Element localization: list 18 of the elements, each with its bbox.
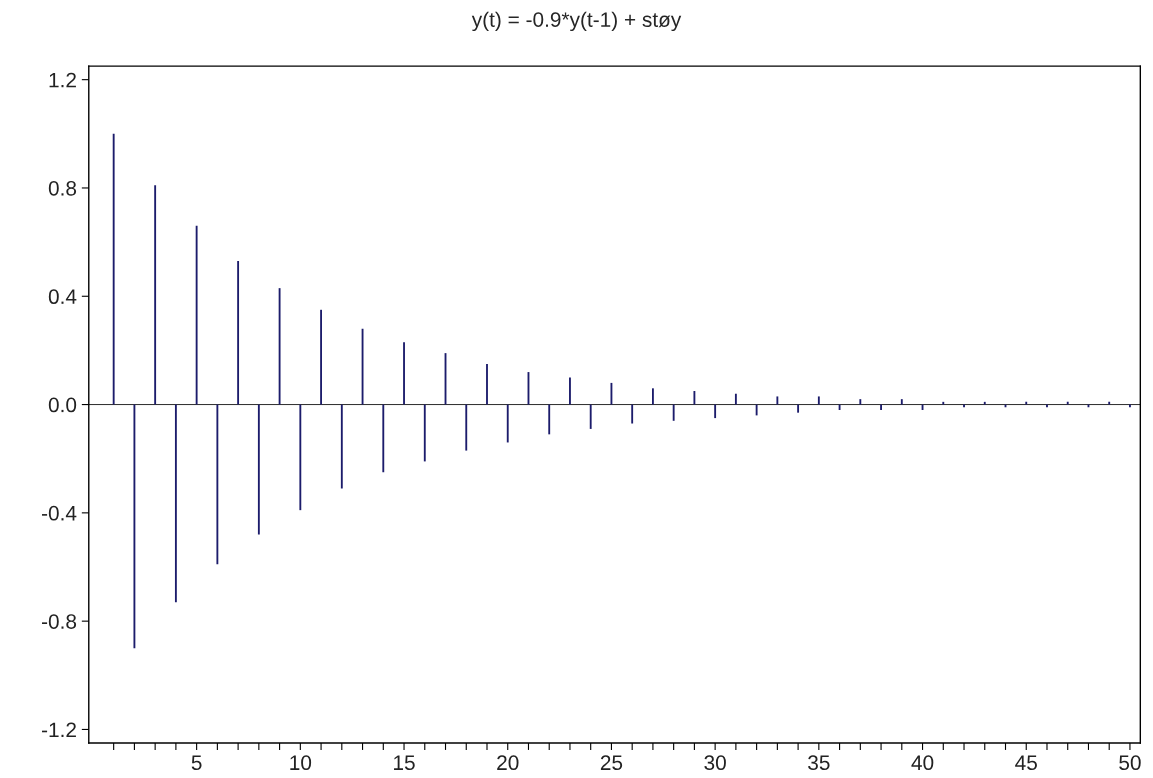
x-tick-label: 15 bbox=[394, 755, 415, 771]
x-tick-label: 10 bbox=[290, 755, 312, 771]
y-tick-label: 0.4 bbox=[48, 289, 77, 305]
y-tick-label: -1.2 bbox=[42, 722, 76, 737]
y-tick-label: -0.4 bbox=[42, 505, 77, 521]
x-tick-label: 20 bbox=[497, 755, 519, 771]
y-tick-label: 1.2 bbox=[49, 72, 76, 88]
chart-title: y(t) = -0.9*y(t-1) + støy bbox=[471, 11, 682, 32]
x-tick-label: 5 bbox=[191, 755, 202, 771]
x-tick-label: 50 bbox=[1119, 755, 1141, 771]
x-tick-label: 35 bbox=[808, 755, 830, 771]
x-tick-label: 25 bbox=[600, 755, 623, 771]
y-tick-label: 0.0 bbox=[48, 397, 77, 413]
y-tick-label: 0.8 bbox=[48, 180, 77, 196]
x-tick-label: 40 bbox=[911, 755, 934, 771]
x-tick-label: 30 bbox=[704, 755, 726, 771]
x-tick-label: 45 bbox=[1015, 755, 1037, 771]
y-tick-label: -0.8 bbox=[42, 614, 77, 629]
